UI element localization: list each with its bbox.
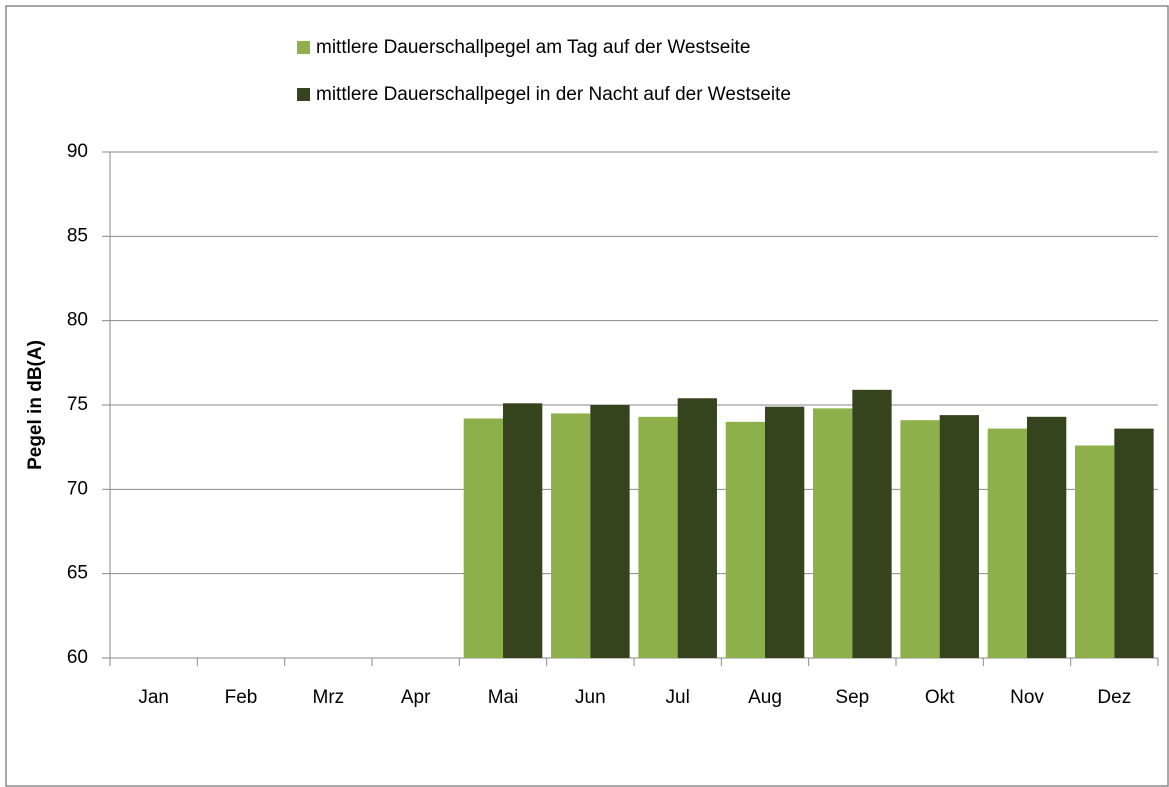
bar — [638, 416, 678, 658]
bar — [1027, 416, 1067, 658]
legend-swatch — [297, 41, 310, 54]
x-tick-label: Aug — [748, 687, 782, 708]
x-tick-label: Apr — [401, 687, 431, 708]
bar — [852, 389, 892, 658]
legend-label: mittlere Dauerschallpegel in der Nacht a… — [316, 84, 791, 105]
x-tick-label: Jul — [666, 687, 690, 708]
bar — [725, 421, 765, 658]
bar — [590, 405, 630, 658]
legend-swatch — [297, 88, 310, 101]
x-tick-label: Jan — [138, 687, 169, 708]
bar — [1075, 445, 1115, 658]
x-tick-label: Jun — [575, 687, 606, 708]
y-tick-label: 75 — [67, 394, 88, 415]
legend-label: mittlere Dauerschallpegel am Tag auf der… — [316, 37, 750, 58]
chart-frame — [5, 5, 1169, 787]
bar — [463, 418, 503, 658]
x-tick-label: Sep — [835, 687, 869, 708]
y-tick-label: 65 — [67, 563, 88, 584]
y-tick-label: 60 — [67, 647, 88, 668]
x-tick-label: Feb — [225, 687, 258, 708]
bar — [551, 413, 591, 658]
y-tick-label: 90 — [67, 141, 88, 162]
bar — [1114, 428, 1154, 658]
y-tick-label: 85 — [67, 225, 88, 246]
x-tick-label: Okt — [925, 687, 955, 708]
bar — [900, 420, 940, 658]
bar — [813, 408, 853, 658]
bar — [503, 403, 543, 658]
bar — [939, 415, 979, 658]
x-tick-label: Mai — [488, 687, 519, 708]
bar — [987, 428, 1027, 658]
bar — [765, 406, 805, 658]
bar — [677, 398, 717, 658]
x-tick-label: Nov — [1010, 687, 1044, 708]
x-tick-label: Dez — [1097, 687, 1131, 708]
x-tick-label: Mrz — [313, 687, 345, 708]
y-tick-label: 80 — [67, 310, 88, 331]
y-tick-label: 70 — [67, 478, 88, 499]
y-axis-label: Pegel in dB(A) — [25, 340, 46, 470]
